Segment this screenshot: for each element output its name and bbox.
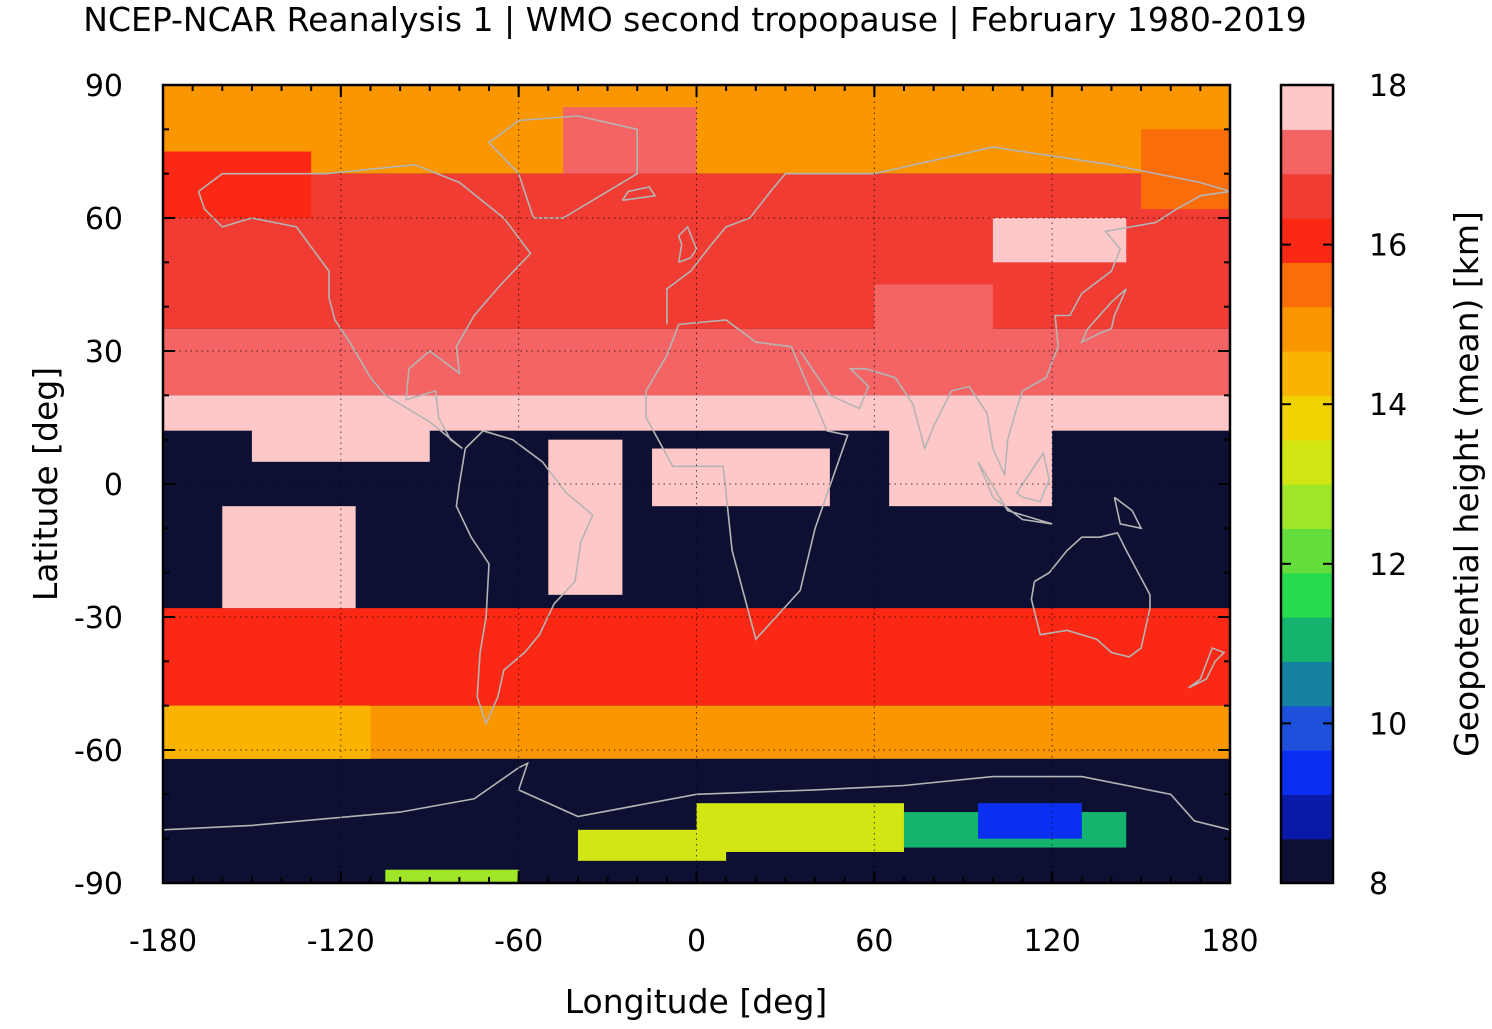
colorbar-segment: [1281, 617, 1333, 662]
heatmap-region: [874, 284, 993, 351]
heatmap-region: [652, 448, 830, 507]
colorbar-label: Geopotential height (mean) [km]: [1447, 211, 1486, 757]
coastlines: [162, 115, 1231, 831]
y-tick-label: 0: [104, 468, 123, 503]
colorbar-segment: [1281, 794, 1333, 840]
coastline: [1188, 646, 1226, 689]
colorbar-segment: [1281, 129, 1333, 175]
colorbar-segment: [1281, 218, 1333, 263]
coastline: [621, 186, 657, 202]
x-axis-label: Longitude [deg]: [565, 982, 828, 1021]
coastline: [162, 761, 1231, 831]
heatmap-region: [978, 803, 1082, 839]
colorbar-segment: [1281, 661, 1333, 707]
x-tick-label: -180: [129, 924, 197, 959]
coastline: [677, 225, 698, 264]
colorbar-tick-label: 14: [1369, 388, 1407, 423]
colorbar-tick-label: 10: [1369, 707, 1407, 742]
heatmap-region: [163, 151, 312, 218]
colorbar-segment: [1281, 351, 1333, 396]
coastline: [1015, 450, 1051, 503]
heatmap-region: [385, 869, 519, 883]
colorbar-segment: [1281, 439, 1333, 485]
x-tick-label: -60: [494, 924, 543, 959]
colorbar-segment: [1281, 262, 1333, 308]
colorbar-segment: [1281, 173, 1333, 219]
heatmap-region: [696, 803, 904, 852]
y-tick-label: -30: [74, 601, 123, 636]
colorbar-segment: [1281, 838, 1333, 884]
colorbar-tick-label: 12: [1369, 548, 1407, 583]
heatmap-region: [548, 439, 623, 595]
heatmap-region: [251, 417, 430, 462]
coastline: [1030, 531, 1151, 658]
colorbar-segment: [1281, 85, 1333, 130]
y-tick-label: -60: [74, 734, 123, 769]
coastline: [645, 319, 849, 641]
heatmap-region: [222, 506, 356, 609]
coastline: [1080, 288, 1128, 344]
colorbar-segment: [1281, 572, 1333, 618]
x-tick-label: -120: [307, 924, 375, 959]
grid-lines: [163, 85, 1230, 883]
coastline: [487, 115, 638, 219]
coastline: [197, 163, 532, 450]
y-tick-label: 30: [85, 335, 123, 370]
x-tick-label: 180: [1201, 924, 1258, 959]
colorbar-segment: [1281, 484, 1333, 529]
heatmap-region: [163, 705, 371, 759]
colorbar-frame: [1279, 83, 1335, 885]
y-tick-label: 90: [85, 69, 123, 104]
colorbar-segment: [1281, 528, 1333, 574]
y-axis-label: Latitude [deg]: [26, 367, 65, 601]
colorbar-tick-label: 8: [1369, 867, 1388, 902]
axes: -180 -120 -60 0 60 120 180 90 60 30 0 -30 -60 -90: [74, 69, 1259, 959]
colorbar-tick-label: 16: [1369, 229, 1407, 264]
x-tick-label: 60: [855, 924, 893, 959]
coastline: [977, 461, 1053, 525]
x-tick-label: 120: [1024, 924, 1081, 959]
colorbar-tick-label: 18: [1369, 69, 1407, 104]
colorbar-segment: [1281, 705, 1333, 751]
colorbar-segment: [1281, 306, 1333, 352]
y-tick-label: -90: [74, 867, 123, 902]
heatmap-region: [889, 417, 1053, 507]
colorbar-segment: [1281, 395, 1333, 441]
colorbar-segment: [1281, 750, 1333, 795]
x-tick-label: 0: [687, 924, 706, 959]
heatmap-region: [992, 218, 1127, 263]
coastline: [455, 429, 594, 726]
colorbar: 18 16 14 12 10 8: [1279, 69, 1407, 902]
heatmap-region: [1141, 129, 1230, 210]
coastline: [666, 146, 1231, 325]
coastline: [1113, 496, 1143, 530]
y-tick-label: 60: [85, 202, 123, 237]
coastline: [799, 190, 1231, 476]
chart-title: NCEP-NCAR Reanalysis 1 | WMO second trop…: [83, 0, 1306, 39]
